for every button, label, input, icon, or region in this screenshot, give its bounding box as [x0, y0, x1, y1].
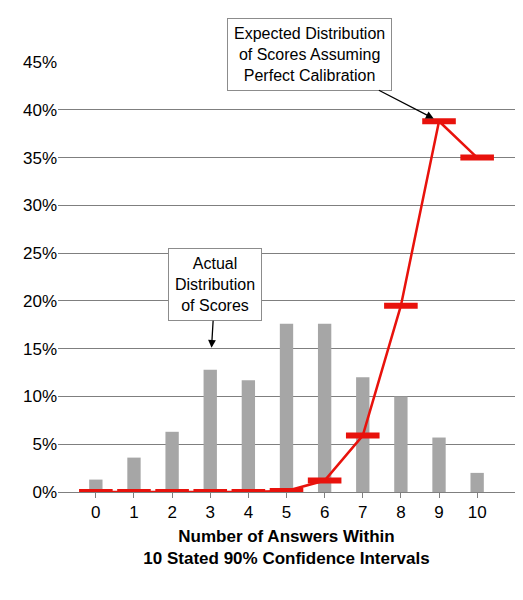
svg-text:45%: 45% [23, 53, 57, 72]
svg-text:2: 2 [167, 503, 176, 522]
svg-text:7: 7 [358, 503, 367, 522]
svg-text:Number of Answers Within10 Sta: Number of Answers Within10 Stated 90% Co… [143, 527, 429, 568]
svg-text:25%: 25% [23, 244, 57, 263]
svg-text:5: 5 [282, 503, 291, 522]
svg-text:1: 1 [129, 503, 138, 522]
svg-text:35%: 35% [23, 149, 57, 168]
svg-text:6: 6 [320, 503, 329, 522]
svg-text:30%: 30% [23, 196, 57, 215]
svg-text:ActualDistributionof Scores: ActualDistributionof Scores [175, 255, 255, 314]
svg-text:0%: 0% [32, 483, 57, 502]
svg-text:15%: 15% [23, 340, 57, 359]
svg-text:5%: 5% [32, 435, 57, 454]
svg-text:Expected Distributionof Scores: Expected Distributionof Scores AssumingP… [234, 25, 385, 84]
svg-text:20%: 20% [23, 292, 57, 311]
svg-text:10: 10 [468, 503, 487, 522]
svg-text:10%: 10% [23, 387, 57, 406]
svg-text:40%: 40% [23, 101, 57, 120]
svg-text:8: 8 [396, 503, 405, 522]
svg-text:3: 3 [206, 503, 215, 522]
svg-text:9: 9 [434, 503, 443, 522]
svg-text:4: 4 [244, 503, 253, 522]
svg-text:0: 0 [91, 503, 100, 522]
